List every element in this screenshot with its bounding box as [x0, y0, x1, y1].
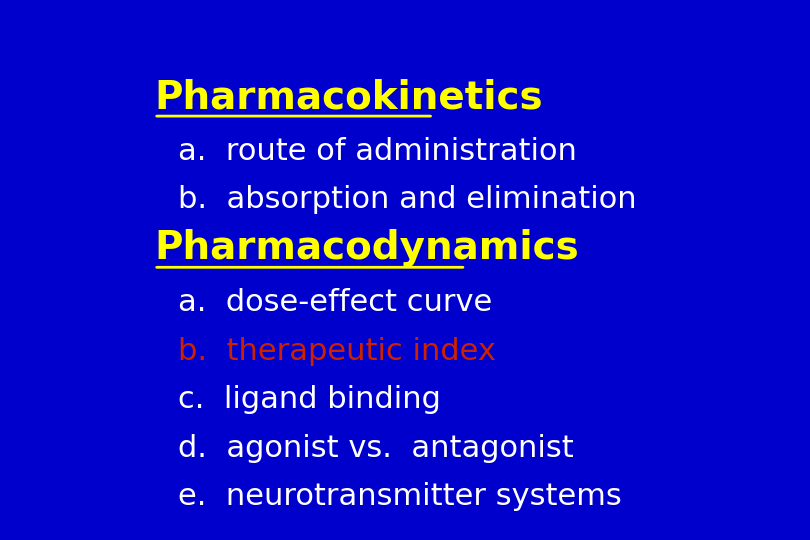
Text: c.  ligand binding: c. ligand binding — [178, 385, 441, 414]
Text: a.  dose-effect curve: a. dose-effect curve — [178, 288, 492, 317]
Text: Pharmacodynamics: Pharmacodynamics — [154, 230, 578, 267]
Text: Pharmacokinetics: Pharmacokinetics — [154, 78, 543, 116]
Text: d.  agonist vs.  antagonist: d. agonist vs. antagonist — [178, 434, 574, 463]
Text: a.  route of administration: a. route of administration — [178, 137, 577, 166]
Text: b.  therapeutic index: b. therapeutic index — [178, 336, 496, 366]
Text: b.  absorption and elimination: b. absorption and elimination — [178, 185, 637, 214]
Text: e.  neurotransmitter systems: e. neurotransmitter systems — [178, 482, 622, 511]
